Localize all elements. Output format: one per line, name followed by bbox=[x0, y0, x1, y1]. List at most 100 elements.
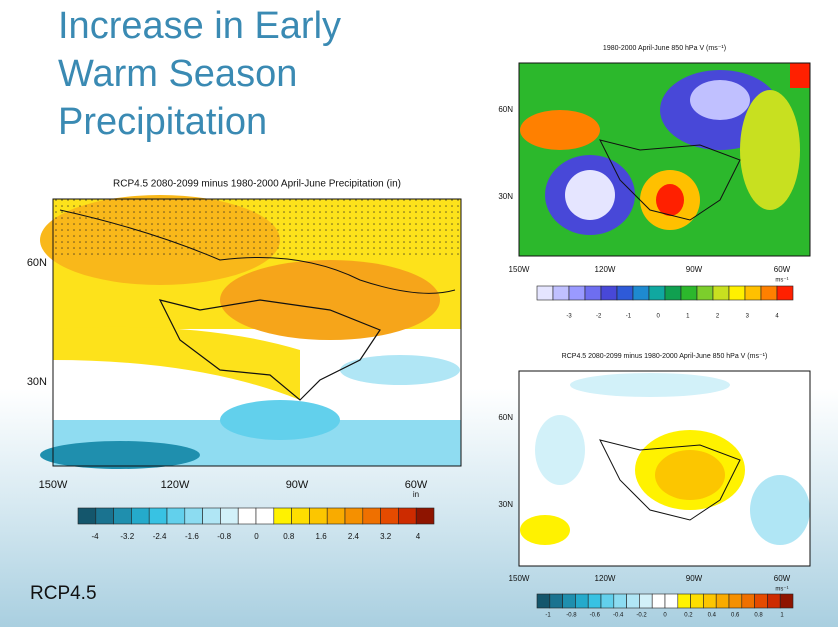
colorbar-swatch bbox=[648, 285, 666, 301]
colorbar-label: -2 bbox=[596, 314, 602, 320]
colorbar-label: -3.2 bbox=[120, 532, 134, 541]
colorbar-swatch bbox=[715, 593, 730, 609]
colorbar-swatch bbox=[776, 285, 794, 301]
colorbar-swatch bbox=[754, 593, 768, 609]
units-label: ms⁻¹ bbox=[775, 587, 788, 593]
colorbar-swatch bbox=[744, 285, 762, 301]
colorbar-label: -0.2 bbox=[636, 613, 647, 619]
colorbar-swatch bbox=[626, 593, 640, 609]
colorbar-label: -1 bbox=[545, 613, 551, 619]
lon-label: 120W bbox=[161, 479, 190, 491]
colorbar-swatch bbox=[148, 507, 168, 525]
units-label: ms⁻¹ bbox=[775, 278, 788, 284]
colorbar-label: -3 bbox=[566, 314, 572, 320]
colorbar-label: 1 bbox=[686, 314, 690, 320]
map-frame bbox=[518, 62, 811, 257]
colorbar-label: -0.8 bbox=[566, 613, 577, 619]
lon-label: 60W bbox=[774, 265, 791, 274]
colorbar-swatch bbox=[184, 507, 203, 525]
colorbar-label: 0.6 bbox=[731, 613, 740, 619]
colorbar-label: 0 bbox=[656, 314, 660, 320]
colorbar-swatch bbox=[741, 593, 755, 609]
slide-title: Increase in Early bbox=[58, 5, 342, 47]
colorbar-label: 3 bbox=[746, 314, 750, 320]
colorbar-swatch bbox=[362, 507, 381, 525]
colorbar-label: 0.8 bbox=[754, 613, 763, 619]
colorbar-label: 0 bbox=[254, 532, 259, 541]
colorbar-label: 0.2 bbox=[684, 613, 693, 619]
colorbar-swatch bbox=[273, 507, 292, 525]
colorbar-swatch bbox=[536, 593, 551, 609]
lat-label: 60N bbox=[27, 257, 47, 269]
colorbar-label: -1 bbox=[626, 314, 632, 320]
colorbar-swatch bbox=[760, 285, 778, 301]
colorbar-swatch bbox=[639, 593, 653, 609]
lat-label: 60N bbox=[498, 105, 513, 114]
colorbar-swatch bbox=[712, 285, 730, 301]
colorbar-label: 0.4 bbox=[708, 613, 717, 619]
colorbar-label: 2.4 bbox=[348, 532, 360, 541]
lon-label: 120W bbox=[595, 574, 616, 583]
colorbar-swatch bbox=[728, 285, 746, 301]
colorbar-swatch bbox=[677, 593, 691, 609]
colorbar-swatch bbox=[415, 507, 435, 525]
lat-label: 30N bbox=[498, 192, 513, 201]
map-title: 1980-2000 April-June 850 hPa V (ms⁻¹) bbox=[603, 45, 726, 52]
slide-title: Warm Season bbox=[58, 53, 298, 95]
slide-title: Precipitation bbox=[58, 101, 268, 143]
colorbar-label: -1.6 bbox=[185, 532, 199, 541]
colorbar-swatch bbox=[237, 507, 257, 525]
map-frame bbox=[518, 370, 811, 567]
colorbar-swatch bbox=[664, 593, 679, 609]
lat-label: 30N bbox=[498, 500, 513, 509]
colorbar-swatch bbox=[326, 507, 346, 525]
colorbar-swatch bbox=[779, 593, 794, 609]
colorbar-swatch bbox=[690, 593, 704, 609]
colorbar-swatch bbox=[77, 507, 97, 525]
colorbar-swatch bbox=[703, 593, 717, 609]
colorbar-label: -0.6 bbox=[590, 613, 601, 619]
colorbar-swatch bbox=[600, 593, 615, 609]
colorbar-label: 3.2 bbox=[380, 532, 392, 541]
colorbar-swatch bbox=[220, 507, 239, 525]
lat-label: 30N bbox=[27, 376, 47, 388]
colorbar-swatch bbox=[696, 285, 714, 301]
colorbar-swatch bbox=[767, 593, 781, 609]
colorbar-swatch bbox=[562, 593, 576, 609]
colorbar-swatch bbox=[291, 507, 310, 525]
colorbar-swatch bbox=[613, 593, 627, 609]
lon-label: 150W bbox=[509, 574, 530, 583]
colorbar-swatch bbox=[536, 285, 554, 301]
map-frame bbox=[52, 198, 462, 467]
colorbar-swatch bbox=[552, 285, 570, 301]
colorbar-label: 1.6 bbox=[316, 532, 328, 541]
colorbar-label: -0.4 bbox=[613, 613, 624, 619]
lat-label: 60N bbox=[498, 413, 513, 422]
map-field bbox=[519, 63, 810, 256]
colorbar-swatch bbox=[632, 285, 650, 301]
colorbar-swatch bbox=[568, 285, 586, 301]
colorbar-swatch bbox=[600, 285, 618, 301]
lon-label: 120W bbox=[595, 265, 616, 274]
colorbar-label: -4 bbox=[91, 532, 99, 541]
colorbar-swatch bbox=[575, 593, 589, 609]
colorbar-swatch bbox=[95, 507, 114, 525]
colorbar-label: 4 bbox=[775, 314, 779, 320]
lon-label: 90W bbox=[286, 479, 309, 491]
lon-label: 60W bbox=[774, 574, 791, 583]
colorbar-swatch bbox=[255, 507, 275, 525]
colorbar-swatch bbox=[398, 507, 417, 525]
colorbar-swatch bbox=[587, 593, 602, 609]
map-field bbox=[519, 371, 810, 566]
lon-label: 90W bbox=[686, 265, 703, 274]
colorbar-label: 2 bbox=[716, 314, 720, 320]
colorbar-swatch bbox=[680, 285, 698, 301]
colorbar-swatch bbox=[549, 593, 563, 609]
colorbar-swatch bbox=[728, 593, 743, 609]
colorbar-swatch bbox=[344, 507, 364, 525]
colorbar-label: 0 bbox=[663, 613, 667, 619]
lon-label: 150W bbox=[509, 265, 530, 274]
map-title: RCP4.5 2080-2099 minus 1980-2000 April-J… bbox=[113, 179, 401, 190]
